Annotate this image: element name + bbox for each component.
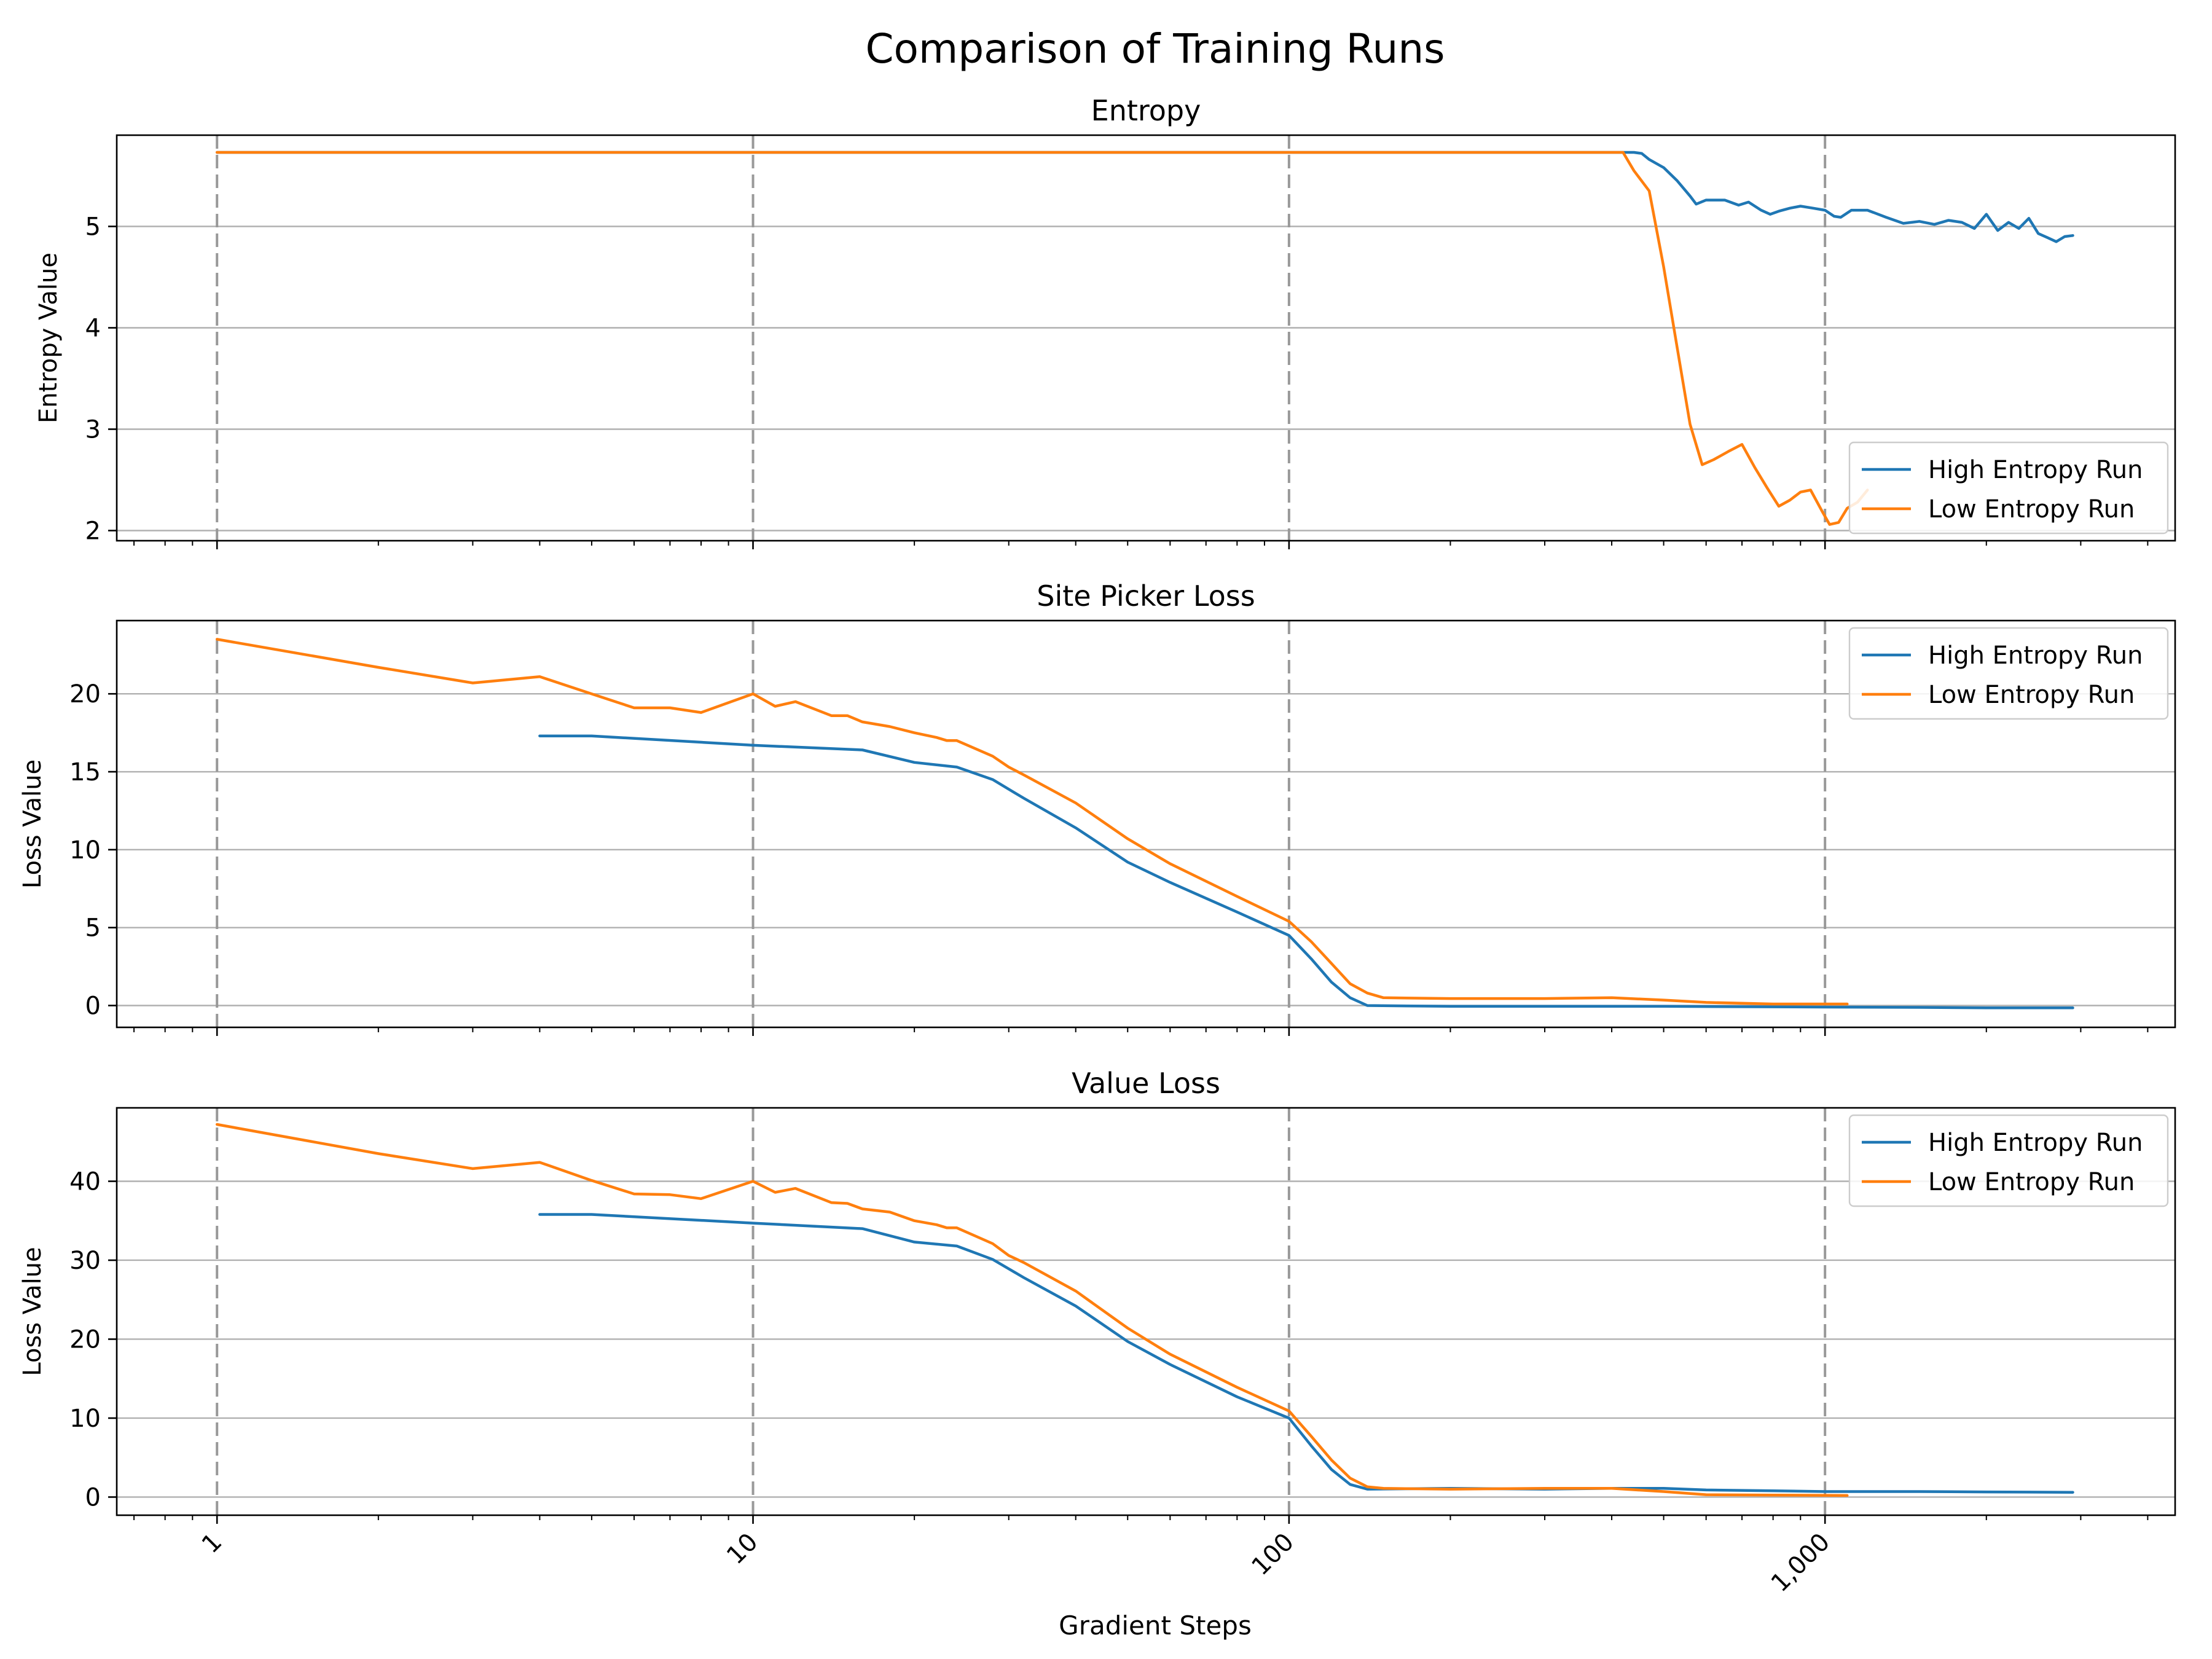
legend: High Entropy Run Low Entropy Run: [1848, 627, 2169, 720]
y-tick-label: 0: [85, 992, 101, 1020]
subplot-title: Value Loss: [1072, 1067, 1220, 1100]
series-group: [215, 1123, 2074, 1497]
legend-box: [1848, 1114, 2169, 1207]
legend-label-low-entropy: Low Entropy Run: [1928, 1168, 2135, 1196]
legend-box: [1848, 441, 2169, 535]
series-line-low-entropy: [215, 151, 1869, 526]
y-axis-label: Loss Value: [18, 1247, 47, 1376]
series-line-low-entropy: [215, 1123, 1849, 1497]
y-tick-label: 5: [85, 213, 101, 241]
subplot-3: Value Loss 0 10 20 30 40 1 10 100 1,000 Loss Value…: [18, 1067, 2176, 1598]
series-line-high-entropy: [538, 734, 2074, 1010]
legend-label-high-entropy: High Entropy Run: [1928, 456, 2143, 484]
legend-label-low-entropy: Low Entropy Run: [1928, 681, 2135, 709]
y-tick-label: 40: [69, 1167, 101, 1196]
subplot-1: Entropy 2 3 4 5 Entropy Value High Entropy Run…: [34, 94, 2176, 549]
subplots: Entropy 2 3 4 5 Entropy Value High Entropy Run…: [18, 94, 2176, 1598]
axes-frame: [116, 1107, 2176, 1516]
y-tick-label: 4: [85, 315, 101, 343]
legend-label-high-entropy: High Entropy Run: [1928, 641, 2143, 670]
y-tick-label: 2: [85, 517, 101, 546]
legend-box: [1848, 627, 2169, 720]
y-tick-label: 0: [85, 1483, 101, 1512]
x-tick-label: 1: [197, 1528, 228, 1559]
series-group: [215, 151, 2074, 526]
y-tick-label: 5: [85, 914, 101, 943]
axes-frame: [116, 619, 2176, 1029]
series-line-low-entropy: [215, 638, 1849, 1006]
y-axis-label: Entropy Value: [34, 253, 63, 423]
y-axis-label: Loss Value: [18, 759, 47, 888]
legend-label-low-entropy: Low Entropy Run: [1928, 495, 2135, 524]
series-group: [215, 638, 2074, 1010]
y-tick-label: 10: [69, 836, 101, 865]
subplot-title: Site Picker Loss: [1037, 579, 1255, 613]
subplot-2: Site Picker Loss 0 5 10 15 20 Loss Value High E…: [18, 579, 2176, 1036]
y-tick-label: 20: [69, 1325, 101, 1354]
y-tick-label: 10: [69, 1405, 101, 1433]
figure-title: Comparison of Training Runs: [865, 25, 1445, 73]
y-tick-label: 3: [85, 416, 101, 444]
x-tick-label: 100: [1246, 1528, 1300, 1582]
axes-frame: [116, 134, 2176, 542]
y-tick-label: 20: [69, 680, 101, 708]
x-tick-label: 1,000: [1766, 1528, 1836, 1598]
y-tick-label: 30: [69, 1247, 101, 1275]
series-line-high-entropy: [215, 151, 2074, 243]
legend-label-high-entropy: High Entropy Run: [1928, 1129, 2143, 1157]
legend: High Entropy Run Low Entropy Run: [1848, 441, 2169, 535]
subplot-title: Entropy: [1091, 94, 1201, 127]
y-tick-label: 15: [69, 758, 101, 786]
x-axis-label: Gradient Steps: [1059, 1610, 1252, 1641]
x-tick-label: 10: [721, 1528, 764, 1571]
series-line-high-entropy: [538, 1213, 2074, 1494]
legend: High Entropy Run Low Entropy Run: [1848, 1114, 2169, 1207]
